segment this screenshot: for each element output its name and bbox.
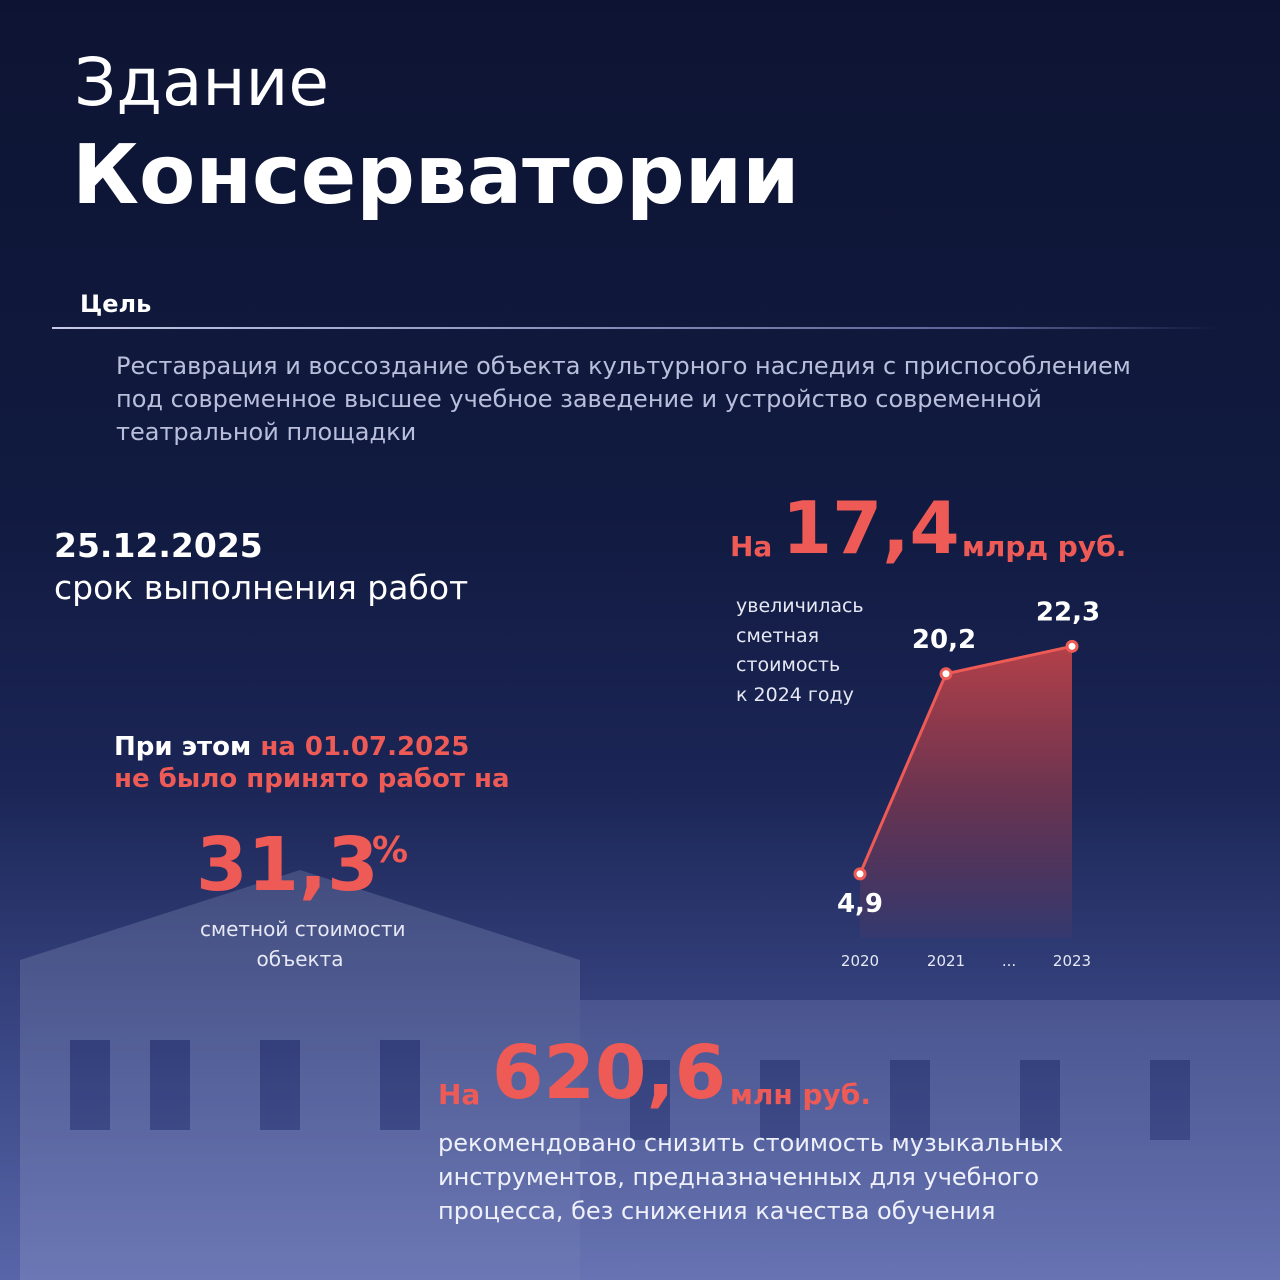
increase-amount: 17,4 bbox=[782, 486, 960, 570]
reduction-line: процесса, без снижения качества обучения bbox=[438, 1197, 996, 1225]
reduction-line: рекомендовано снизить стоимость музыкаль… bbox=[438, 1129, 1064, 1157]
x-tick-label: 2020 bbox=[841, 952, 879, 970]
increase-caption-line: к 2024 году bbox=[736, 683, 854, 706]
unaccepted-line2: не было принято работ на bbox=[114, 764, 510, 794]
increase-prefix: На bbox=[730, 530, 773, 563]
reduction-unit: млн руб. bbox=[730, 1078, 871, 1111]
gap-label: ... bbox=[1002, 952, 1016, 970]
unaccepted-date: на 01.07.2025 bbox=[260, 732, 470, 762]
goal-line: под современное высшее учебное заведение… bbox=[116, 385, 1042, 413]
title-line1: Здание bbox=[74, 44, 330, 121]
x-tick-label: 2023 bbox=[1053, 952, 1091, 970]
area bbox=[860, 646, 1072, 938]
unaccepted-caption-line: сметной стоимости bbox=[200, 917, 406, 941]
value-label: 20,2 bbox=[912, 625, 976, 655]
x-tick-label: 2021 bbox=[927, 952, 965, 970]
reduction-prefix: На bbox=[438, 1078, 481, 1111]
value-label: 22,3 bbox=[1036, 597, 1100, 627]
goal-label: Цель bbox=[80, 290, 152, 318]
title-line2: Консерватории bbox=[72, 128, 800, 223]
increase-caption-line: сметная bbox=[736, 624, 820, 647]
point bbox=[1065, 639, 1079, 653]
unaccepted-text: При этом на 01.07.2025 bbox=[114, 732, 469, 762]
increase-unit: млрд руб. bbox=[962, 530, 1127, 563]
point bbox=[853, 867, 867, 881]
unaccepted-unit: % bbox=[372, 830, 409, 871]
goal-line: Реставрация и воссоздание объекта культу… bbox=[116, 352, 1131, 380]
goal-line: театральной площадки bbox=[116, 418, 417, 446]
increase-caption-line: увеличилась bbox=[736, 595, 864, 617]
unaccepted-caption: сметной стоимости объекта bbox=[200, 914, 406, 974]
divider bbox=[52, 327, 1220, 329]
increase-caption-line: стоимость bbox=[736, 654, 841, 676]
goal-text: Реставрация и воссоздание объекта культу… bbox=[116, 350, 1131, 449]
point bbox=[939, 667, 953, 681]
unaccepted-amount: 31,3 bbox=[196, 822, 379, 908]
deadline-date: 25.12.2025 bbox=[54, 526, 263, 565]
deadline-caption: срок выполнения работ bbox=[54, 568, 469, 607]
unaccepted-lead: При этом bbox=[114, 732, 252, 762]
increase-caption: увеличилась сметная стоимость к 2024 году bbox=[736, 592, 864, 710]
unaccepted-caption-line: объекта bbox=[256, 947, 344, 971]
reduction-text: рекомендовано снизить стоимость музыкаль… bbox=[438, 1126, 1063, 1228]
reduction-line: инструментов, предназначенных для учебно… bbox=[438, 1163, 1040, 1191]
reduction-amount: 620,6 bbox=[492, 1030, 727, 1116]
value-label: 4,9 bbox=[837, 889, 883, 919]
